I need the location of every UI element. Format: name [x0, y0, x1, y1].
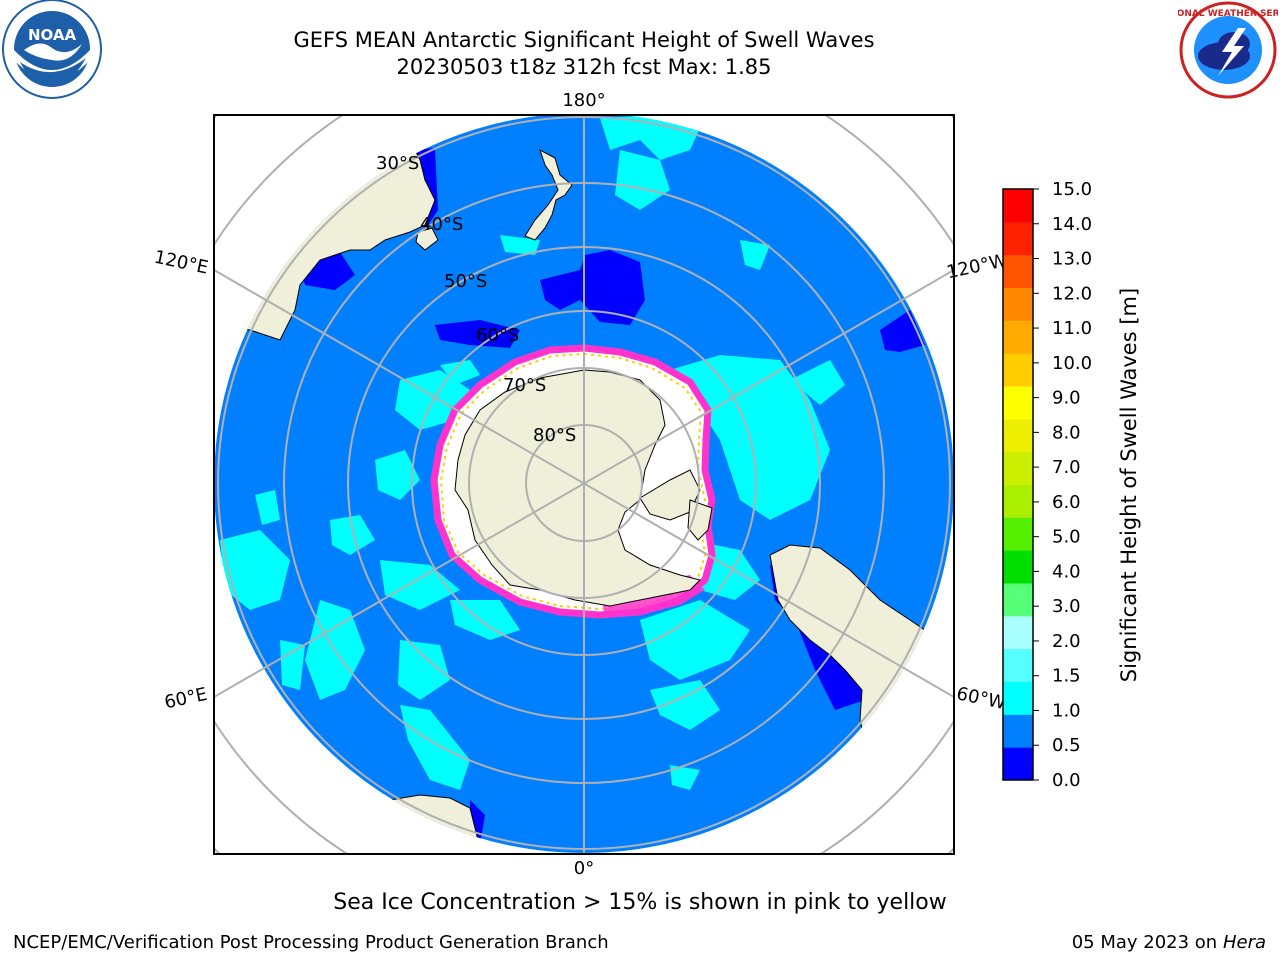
colorbar-segment [1003, 550, 1033, 584]
colorbar-tick-label: 10.0 [1052, 353, 1092, 374]
colorbar-segment [1003, 451, 1033, 485]
lon-label-60e: 60°E [163, 684, 210, 714]
colorbar-tick-label: 14.0 [1052, 214, 1092, 235]
colorbar-tick-label: 8.0 [1052, 422, 1081, 443]
colorbar-tick-label: 3.0 [1052, 596, 1081, 617]
graticule [214, 115, 954, 854]
colorbar: 0.0 0.5 1.0 1.5 2.0 3.0 4.0 5.0 6.0 7.0 8.0 9.0 10.0… [1002, 179, 1092, 791]
footer-date-text: 05 May 2023 on [1071, 932, 1218, 953]
colorbar-tick-label: 5.0 [1052, 527, 1081, 548]
colorbar-segment [1003, 254, 1033, 288]
colorbar-tick-label: 11.0 [1052, 318, 1092, 339]
colorbar-segment [1003, 418, 1033, 453]
national-weather-service-logo-icon: NATIONAL WEATHER SERVICE [1178, 1, 1278, 99]
colorbar-tick-label: 6.0 [1052, 492, 1081, 513]
colorbar-tick-label: 12.0 [1052, 283, 1092, 304]
colorbar-tick-label: 9.0 [1052, 388, 1081, 409]
colorbar-segment [1003, 287, 1033, 321]
colorbar-tick-label: 7.0 [1052, 457, 1081, 478]
lon-label-180: 180° [562, 90, 605, 111]
lat-label-70s: 70°S [503, 375, 546, 396]
noaa-logo-icon: NOAA [2, 0, 102, 99]
colorbar-segment [1003, 484, 1033, 518]
colorbar-segment [1003, 221, 1033, 256]
colorbar-segment [1003, 583, 1033, 617]
svg-text:NATIONAL WEATHER SERVICE: NATIONAL WEATHER SERVICE [1178, 9, 1278, 19]
footer-credit: NCEP/EMC/Verification Post Processing Pr… [13, 932, 609, 953]
sea-ice-note: Sea Ice Concentration > 15% is shown in … [333, 890, 947, 915]
footer-date: 05 May 2023 on Hera [1072, 932, 1266, 953]
colorbar-tick-label: 2.0 [1052, 631, 1081, 652]
noaa-logo-text: NOAA [28, 26, 77, 44]
lat-label-30s: 30°S [376, 153, 419, 174]
lat-label-60s: 60°S [476, 325, 519, 346]
lon-label-120e: 120°E [152, 247, 210, 279]
colorbar-tick-label: 13.0 [1052, 249, 1092, 270]
colorbar-segment [1003, 714, 1033, 748]
colorbar-tick-label: 1.5 [1052, 666, 1081, 687]
colorbar-segment [1003, 189, 1033, 223]
colorbar-segment [1003, 747, 1033, 781]
map-frame [213, 114, 955, 855]
lat-label-50s: 50°S [444, 271, 487, 292]
swell-patches-1-5-to-2-0m [220, 116, 845, 790]
lat-label-80s: 80°S [533, 425, 576, 446]
colorbar-segment [1003, 517, 1033, 551]
latitude-labels: 30°S 40°S 50°S 60°S 70°S 80°S [376, 153, 576, 446]
colorbar-label: Significant Height of Swell Waves [m] [1117, 287, 1141, 683]
colorbar-tick-label: 15.0 [1052, 179, 1092, 200]
lon-label-0: 0° [574, 858, 594, 879]
colorbar-tick-label: 1.0 [1052, 700, 1081, 721]
footer-host: Hera [1222, 932, 1266, 953]
chart-subtitle-run-info: 20230503 t18z 312h fcst Max: 1.85 [396, 55, 772, 79]
colorbar-segment [1003, 320, 1033, 354]
new-zealand-land [524, 148, 573, 241]
colorbar-tick-label: 0.5 [1052, 735, 1081, 756]
colorbar-tick-label: 4.0 [1052, 561, 1081, 582]
lon-label-60w: 60°W [955, 683, 1008, 714]
colorbar-segment [1003, 681, 1033, 715]
colorbar-tick-label: 0.0 [1052, 770, 1081, 791]
lat-label-40s: 40°S [420, 214, 463, 235]
colorbar-segment [1003, 353, 1033, 387]
colorbar-segment [1003, 648, 1033, 682]
colorbar-segment [1003, 386, 1033, 420]
colorbar-segment [1003, 615, 1033, 650]
chart-title: GEFS MEAN Antarctic Significant Height o… [293, 28, 875, 52]
